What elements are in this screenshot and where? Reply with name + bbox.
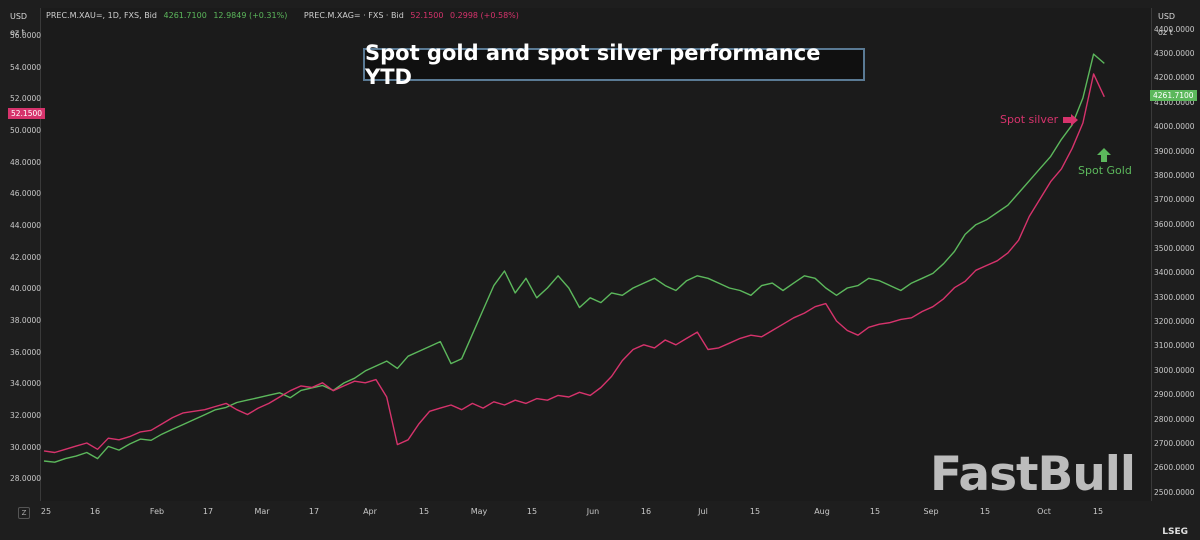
chart-title-box: Spot gold and spot silver performance YT… [363, 41, 865, 89]
right-axis-tick: 3400.0000 [1154, 268, 1195, 278]
gold-annotation: Spot Gold [1078, 164, 1132, 177]
right-axis-tick: 2500.0000 [1154, 487, 1195, 497]
left-axis-tick: 48.0000 [10, 157, 42, 167]
right-axis-tick: 3300.0000 [1154, 292, 1195, 302]
left-axis-sub: oz t [10, 28, 25, 37]
right-axis-unit: USD [1158, 12, 1176, 21]
x-axis-tick: 15 [869, 507, 881, 516]
x-axis-tick: Apr [363, 507, 377, 516]
left-axis-tick: 42.0000 [10, 252, 42, 262]
x-axis-tick: 16 [89, 507, 101, 516]
right-axis-tick: 4200.0000 [1154, 73, 1195, 83]
left-axis-tick: 40.0000 [10, 284, 42, 294]
left-axis-tick: 38.0000 [10, 315, 42, 325]
x-axis-tick: Oct [1037, 507, 1051, 516]
right-axis-tick: 3100.0000 [1154, 341, 1195, 351]
x-axis-tick: Feb [149, 507, 165, 516]
x-axis-tick: 17 [308, 507, 320, 516]
gold-ric: PREC.M.XAU=, 1D, FXS, Bid [46, 11, 157, 20]
left-axis-tick: 52.0000 [10, 94, 42, 104]
left-axis-tick: 44.0000 [10, 220, 42, 230]
gold-series-line [43, 53, 1105, 463]
x-axis-tick: May [470, 507, 488, 516]
silver-series-line [43, 73, 1105, 454]
left-axis-tick: 30.0000 [10, 442, 42, 452]
right-axis-sub: oz t [1158, 28, 1173, 37]
x-axis-tick: 15 [418, 507, 430, 516]
silver-last-badge: 52.1500 [8, 108, 46, 119]
x-axis-tick: 17 [202, 507, 214, 516]
x-axis-tick: Aug [814, 507, 830, 516]
silver-value: 52.1500 [410, 11, 444, 20]
right-axis-tick: 3200.0000 [1154, 317, 1195, 327]
x-axis-tick: Sep [923, 507, 939, 516]
left-axis-unit: USD [10, 12, 28, 21]
gold-last-badge: 4261.7100 [1150, 90, 1197, 101]
chart-title: Spot gold and spot silver performance YT… [365, 40, 821, 89]
x-axis-tick: 15 [979, 507, 991, 516]
right-axis-tick: 2900.0000 [1154, 390, 1195, 400]
x-axis-tick: 15 [1092, 507, 1104, 516]
left-axis-tick: 56.0000 [10, 30, 42, 40]
left-axis-tick: 32.0000 [10, 411, 42, 421]
left-axis-tick: 50.0000 [10, 125, 42, 135]
plot-area[interactable] [40, 8, 1152, 501]
x-axis-tick: 16 [640, 507, 652, 516]
right-axis-tick: 4400.0000 [1154, 24, 1195, 34]
right-axis-tick: 3600.0000 [1154, 219, 1195, 229]
fastbull-watermark: FastBull [930, 447, 1136, 502]
right-axis-tick: 3700.0000 [1154, 195, 1195, 205]
right-axis-tick: 3500.0000 [1154, 244, 1195, 254]
right-axis-tick: 4300.0000 [1154, 49, 1195, 59]
gold-arrow-icon [1097, 148, 1111, 162]
silver-ric: PREC.M.XAG= · FXS · Bid [303, 11, 404, 20]
lseg-logo: LSEG [1162, 527, 1188, 537]
gold-value: 4261.7100 [163, 11, 207, 20]
silver-change: 0.2998 (+0.58%) [450, 11, 519, 20]
left-axis-tick: 28.0000 [10, 474, 42, 484]
right-axis-tick: 3000.0000 [1154, 365, 1195, 375]
silver-arrow-icon [1063, 114, 1078, 126]
left-axis-tick: 46.0000 [10, 189, 42, 199]
gold-change: 12.9849 (+0.31%) [213, 11, 288, 20]
right-axis-tick: 4100.0000 [1154, 97, 1195, 107]
series-info-bar: PREC.M.XAU=, 1D, FXS, Bid 4261.7100 12.9… [46, 11, 523, 20]
right-axis-tick: 3800.0000 [1154, 170, 1195, 180]
silver-annotation: Spot silver [1000, 113, 1059, 126]
x-axis-tick: 15 [526, 507, 538, 516]
left-axis-tick: 36.0000 [10, 347, 42, 357]
right-axis-tick: 3900.0000 [1154, 146, 1195, 156]
zoom-icon[interactable]: Z [18, 507, 30, 519]
x-axis-tick: 15 [749, 507, 761, 516]
left-axis-tick: 54.0000 [10, 62, 42, 72]
x-axis-tick: Jun [586, 507, 600, 516]
right-axis-tick: 2800.0000 [1154, 414, 1195, 424]
right-axis-tick: 4000.0000 [1154, 122, 1195, 132]
right-axis-tick: 2700.0000 [1154, 438, 1195, 448]
right-axis-tick: 2600.0000 [1154, 463, 1195, 473]
left-axis-tick: 34.0000 [10, 379, 42, 389]
x-axis-tick: Mar [254, 507, 270, 516]
x-axis-tick: 25 [40, 507, 52, 516]
x-axis-tick: Jul [698, 507, 708, 516]
